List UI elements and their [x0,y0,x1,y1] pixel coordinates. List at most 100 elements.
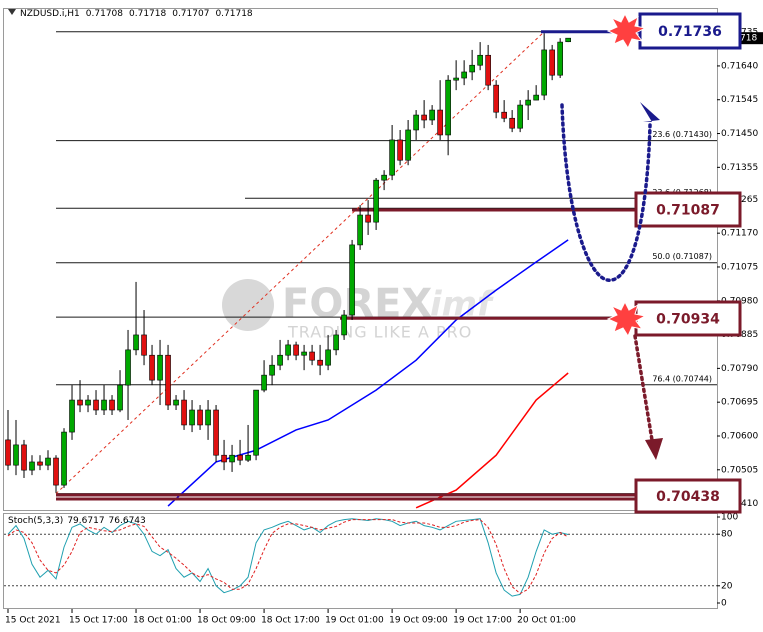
candle-body [565,37,571,43]
candle-body [301,351,307,356]
candle-body [509,117,515,129]
candle-body [429,109,435,121]
candle-body [461,71,467,79]
stoch-header: Stoch(5,3,3) 79.6717 76.6743 [8,516,146,526]
y-tick-label: 0.71355 [721,163,758,173]
candle-body [485,54,491,86]
stoch-tick-label: 0 [721,599,727,609]
x-tick-label: 19 Oct 01:00 [325,616,384,626]
candle-body [213,409,219,456]
candle-body [277,354,283,366]
candle-body [61,431,67,486]
candle-body [285,344,291,356]
y-tick-label: 0.71075 [721,262,758,272]
candle-body [197,409,203,426]
callout-box [634,191,742,228]
candle-body [557,41,563,76]
candle-body [29,461,35,471]
red-arrow [633,334,654,442]
candle-body [405,129,411,161]
candle-body [221,454,227,463]
candle-body [533,94,539,101]
moving-average [167,239,569,507]
x-tick-label: 19 Oct 09:00 [389,616,448,626]
candle-body [253,389,259,456]
candle-body [341,314,347,336]
candle-body [21,444,27,471]
callout-box [634,300,742,337]
candle-body [469,64,475,73]
candle-body [333,334,339,351]
candle-body [157,354,163,381]
x-tick-label: 18 Oct 17:00 [261,616,320,626]
fib-level-label: 50.0 (0.71087) [652,252,712,261]
candle-body [45,457,51,466]
callout-text: 0.71087 [656,203,720,219]
candle-body [453,77,459,81]
callout-box [638,12,742,50]
stoch-main [7,518,569,597]
burst-top [606,12,647,50]
header-value: 0.71708 [86,9,123,19]
y-tick-label: 0.70695 [721,398,758,408]
candle-body [293,344,299,356]
candle-body [117,384,123,411]
candle-body [389,139,395,176]
header-value: 0.71718 [129,9,166,19]
candle-body [37,461,43,466]
y-tick-label: 0.70600 [721,431,758,441]
y-tick-label: 0.70790 [721,364,758,374]
candle-body [501,111,507,119]
candle-body [349,244,355,316]
stoch-header-value: 79.6717 [67,516,104,526]
candle-body [101,399,107,411]
y-tick-label: 0.71640 [721,61,758,71]
watermark-logo [222,279,274,331]
candle-body [229,454,235,463]
candle-body [189,409,195,426]
candle-body [181,399,187,426]
watermark-brand: FOREX [282,281,432,327]
red-arrowhead [645,438,663,460]
candle-body [397,139,403,161]
header-value: 0.71718 [215,9,252,19]
stoch-header-value: 76.6743 [109,516,146,526]
candle-body [477,54,483,66]
candle-body [261,374,267,391]
candle-body [93,399,99,411]
candle-body [317,359,323,366]
candle-body [13,444,19,466]
header-value: NZDUSD.i,H1 [20,9,80,19]
y-tick-label: 0.71545 [721,95,758,105]
x-tick-label: 15 Oct 2021 [5,616,61,626]
annotation-layer [560,12,663,460]
candle-body [237,454,243,461]
stoch-signal [7,519,569,595]
candle-body [85,399,91,406]
candle-body [493,84,499,113]
candle-body [421,114,427,121]
y-tick-label: 0.71450 [721,129,758,139]
y-tick-label: 0.70505 [721,465,758,475]
candle-body [549,49,555,76]
candle-body [141,334,147,356]
candle-body [373,179,379,223]
candle-body [77,399,83,406]
candle-body [437,109,443,136]
candle-body [541,49,547,96]
blue-arrow [560,103,652,282]
x-tick-label: 18 Oct 09:00 [197,616,256,626]
y-tick-label: 0.71170 [721,229,758,239]
watermark-tagline: TRADING LIKE A PRO [287,323,472,342]
candle-body [309,351,315,361]
candle-body [245,454,251,461]
fib-level-label: 76.4 (0.70744) [652,374,712,383]
candle-body [5,439,11,466]
fib-level-label: 23.6 (0.71430) [652,130,712,139]
candle-body [173,399,179,406]
candle-body [109,399,115,411]
callout-text: 0.70934 [656,312,720,328]
candle-body [365,214,371,223]
